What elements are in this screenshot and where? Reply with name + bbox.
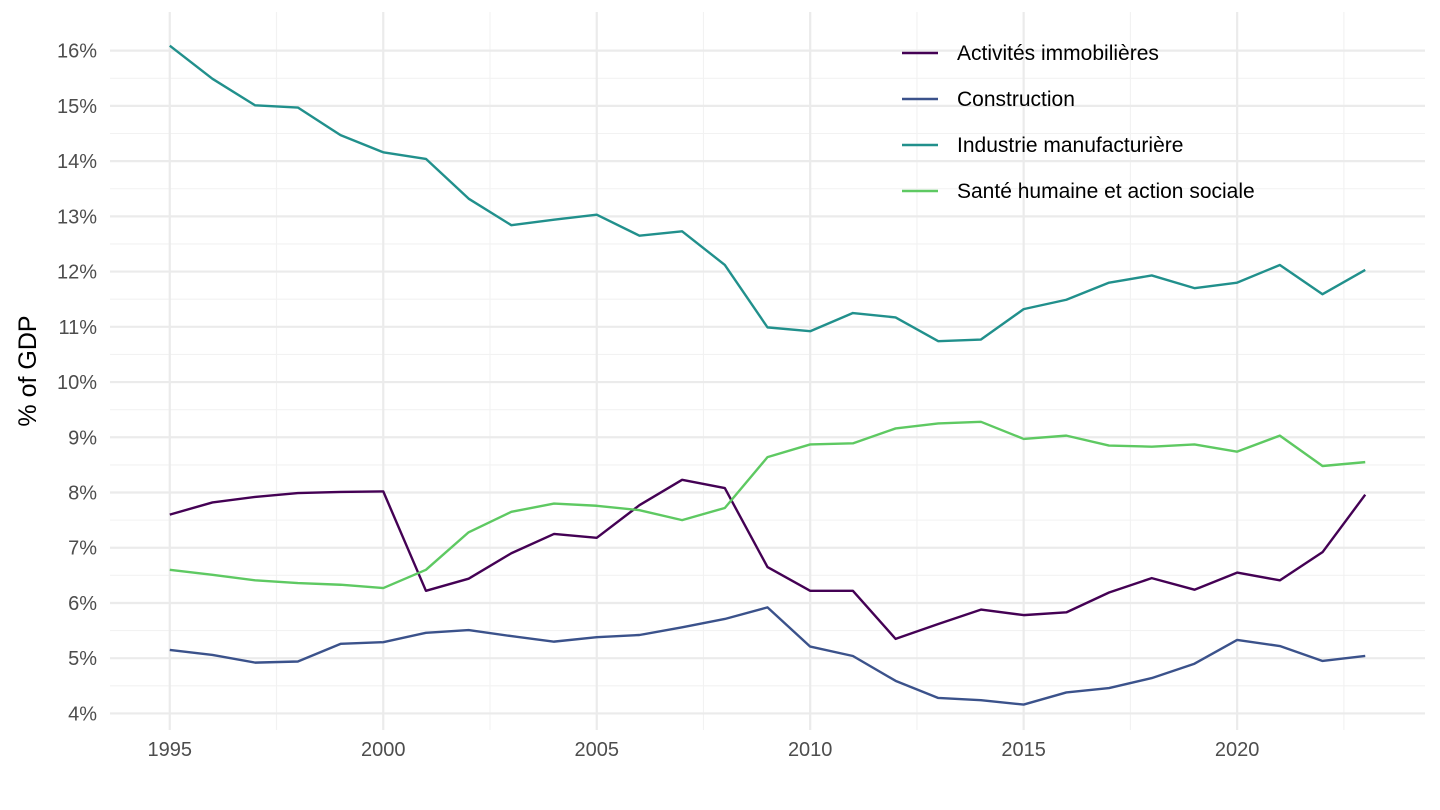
y-tick-label: 7% bbox=[68, 538, 97, 560]
y-tick-label: 4% bbox=[68, 703, 97, 725]
major-gridlines bbox=[110, 12, 1425, 730]
y-axis-tick-labels: 4% 5% 6% 7% 8% 9% 10% 11% 12% 13% 14% 15% 16% bbox=[57, 41, 97, 726]
x-tick-label: 2005 bbox=[574, 739, 619, 761]
x-tick-label: 2000 bbox=[361, 739, 406, 761]
legend-item: Construction bbox=[902, 88, 1075, 111]
y-tick-label: 15% bbox=[57, 96, 97, 118]
y-tick-label: 8% bbox=[68, 483, 97, 505]
legend: Activités immobilières Construction Indust… bbox=[902, 42, 1255, 203]
y-tick-label: 16% bbox=[57, 41, 97, 63]
legend-label: Industrie manufacturière bbox=[957, 134, 1183, 157]
y-axis-title: % of GDP bbox=[14, 315, 42, 426]
y-tick-label: 10% bbox=[57, 372, 97, 394]
x-axis-tick-labels: 1995 2000 2005 2010 2015 2020 bbox=[148, 739, 1260, 761]
y-tick-label: 12% bbox=[57, 262, 97, 284]
legend-item: Industrie manufacturière bbox=[902, 134, 1183, 157]
y-tick-label: 5% bbox=[68, 648, 97, 670]
legend-item: Activités immobilières bbox=[902, 42, 1159, 65]
legend-label: Activités immobilières bbox=[957, 42, 1159, 65]
legend-item: Santé humaine et action sociale bbox=[902, 180, 1255, 203]
series-line-4 bbox=[169, 420, 1366, 590]
x-tick-label: 1995 bbox=[148, 739, 193, 761]
series-line-3 bbox=[169, 44, 1366, 343]
series-line-2 bbox=[169, 606, 1366, 706]
y-tick-label: 9% bbox=[68, 427, 97, 449]
x-tick-label: 2015 bbox=[1001, 739, 1046, 761]
y-tick-label: 6% bbox=[68, 593, 97, 615]
x-tick-label: 2010 bbox=[788, 739, 833, 761]
y-tick-label: 14% bbox=[57, 151, 97, 173]
legend-label: Santé humaine et action sociale bbox=[957, 180, 1255, 203]
x-tick-label: 2020 bbox=[1215, 739, 1260, 761]
minor-gridlines bbox=[110, 12, 1425, 730]
series-lines bbox=[169, 44, 1367, 706]
legend-label: Construction bbox=[957, 88, 1075, 111]
y-tick-label: 11% bbox=[58, 317, 97, 339]
y-tick-label: 13% bbox=[57, 206, 97, 228]
series-line-1 bbox=[169, 478, 1367, 641]
